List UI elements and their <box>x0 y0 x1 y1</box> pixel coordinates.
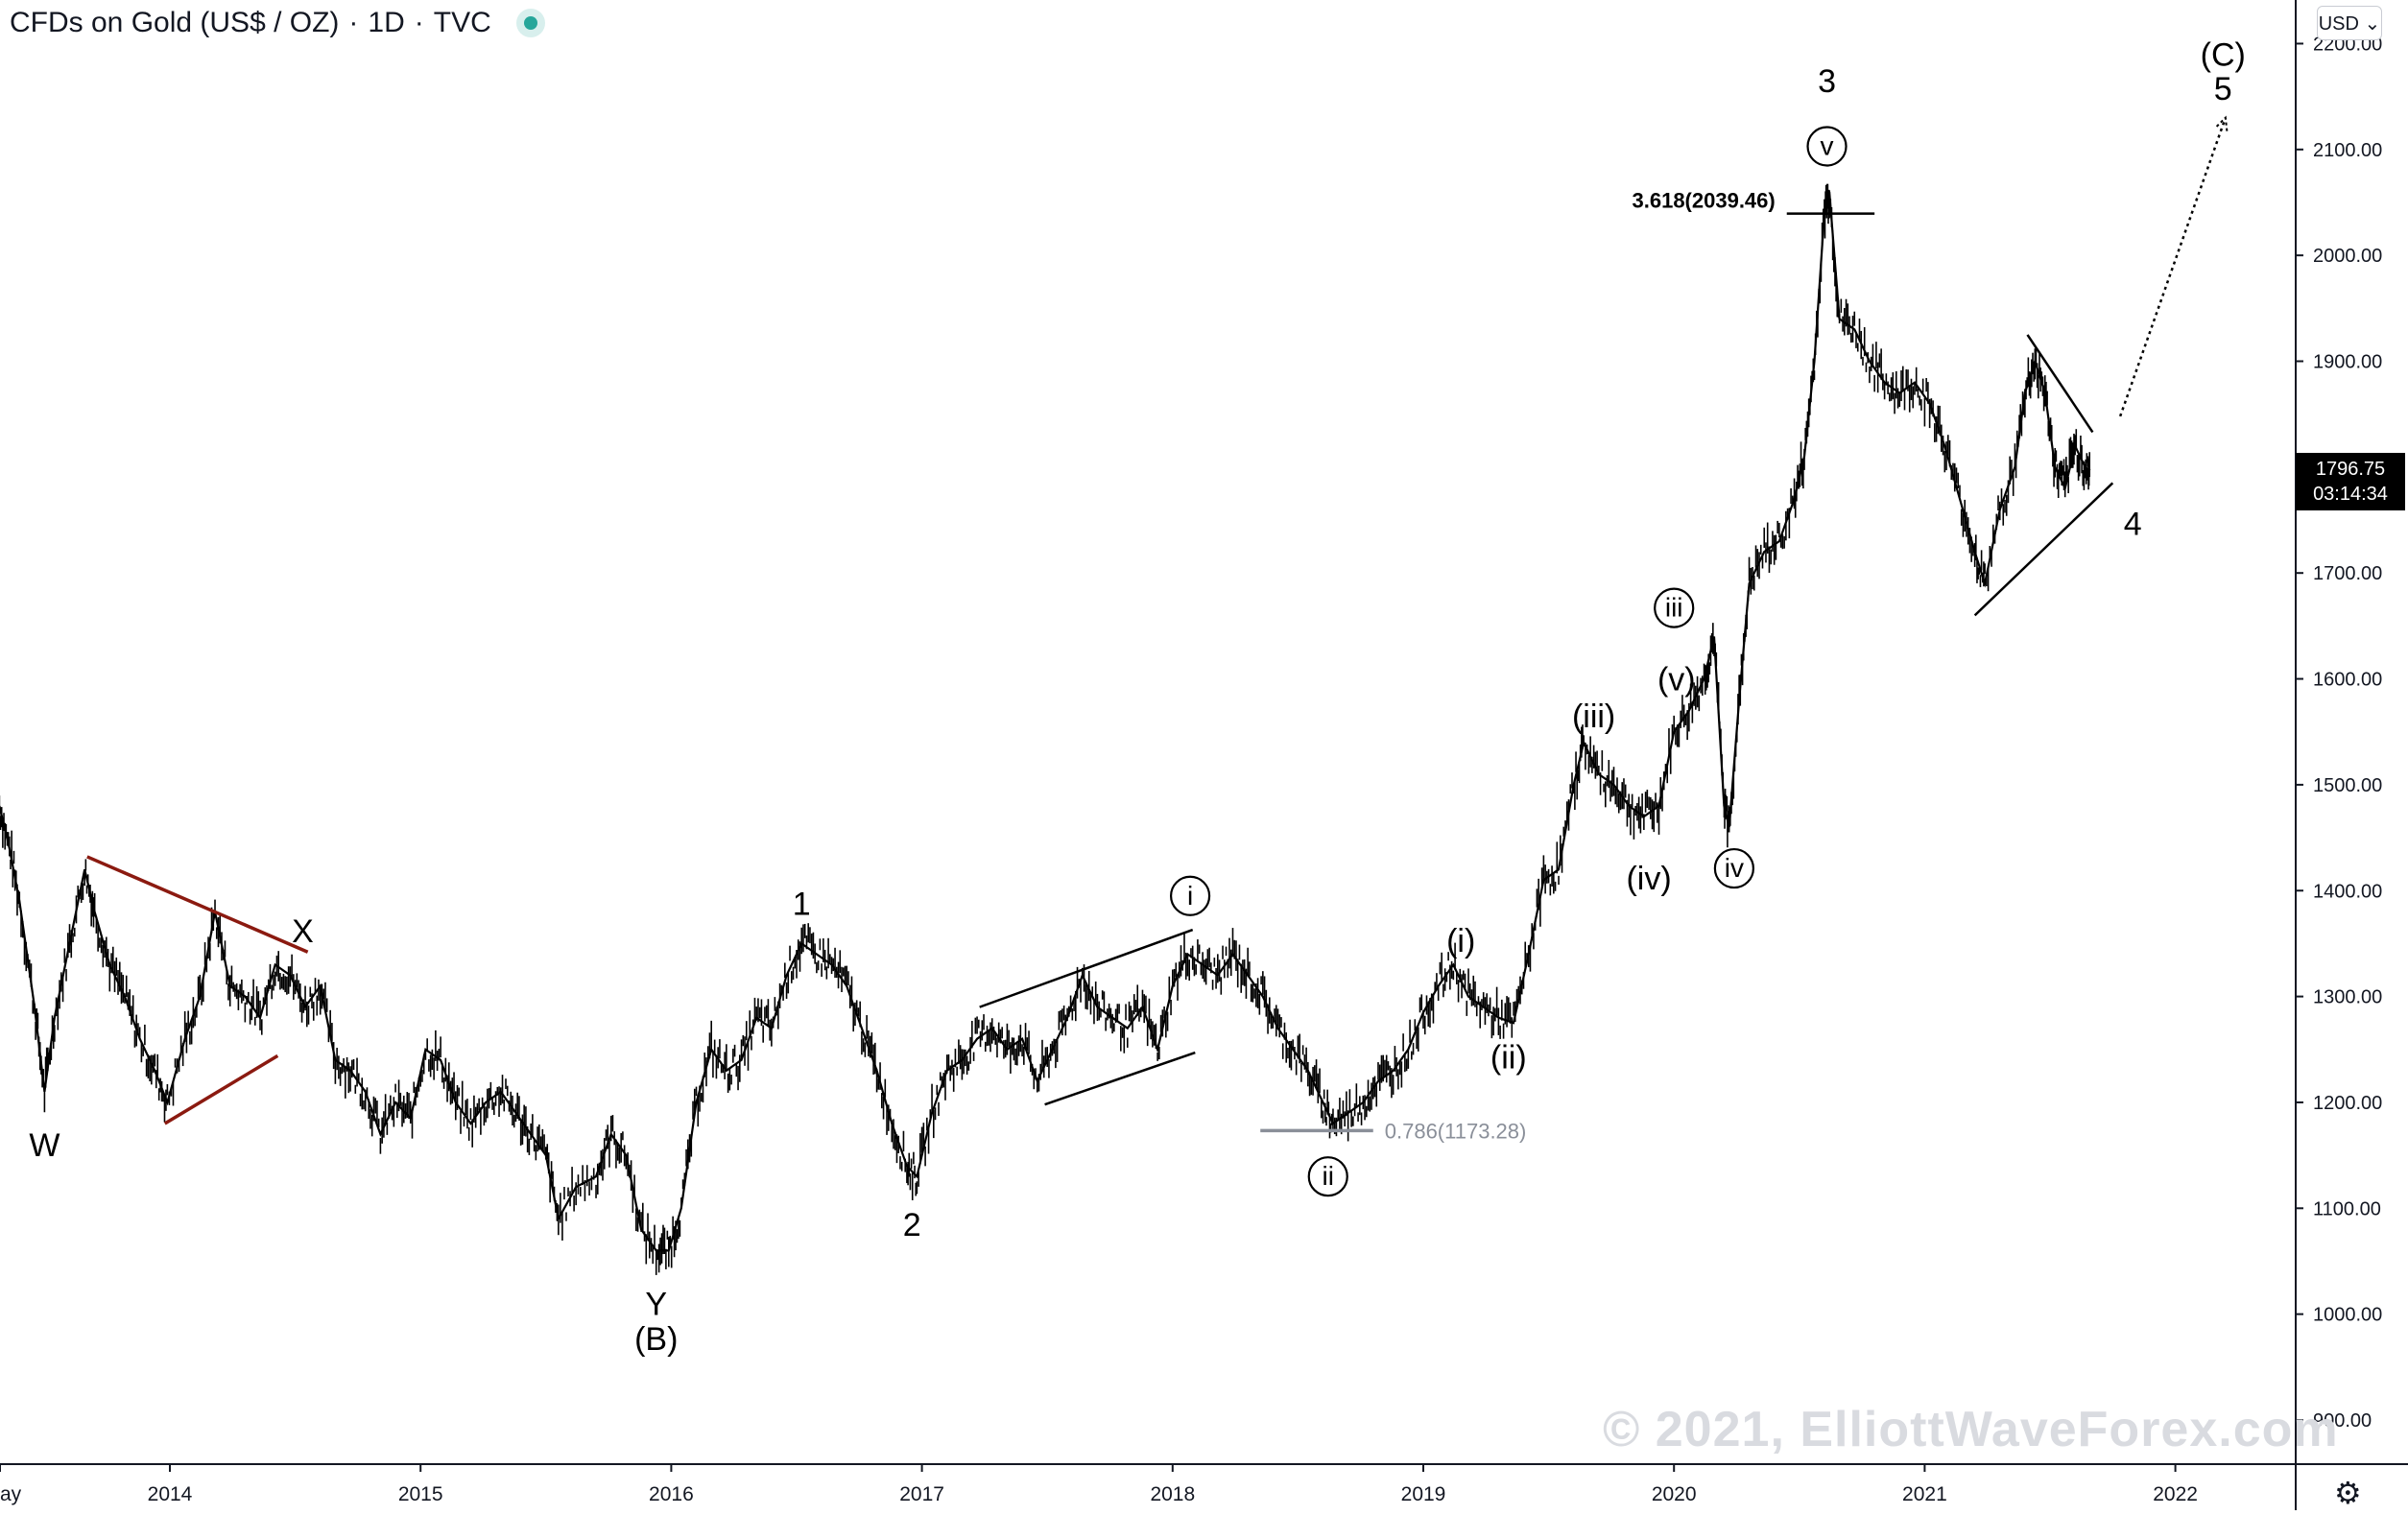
price-axis-label: 1300.00 <box>2313 987 2382 1008</box>
watermark: © 2021, ElliottWaveForex.com <box>1603 1402 2339 1457</box>
header-separator: · <box>414 7 424 38</box>
price-axis-label: 1200.00 <box>2313 1093 2382 1114</box>
time-axis-label: 2018 <box>1150 1483 1195 1505</box>
wave-label-circled: iii <box>1665 593 1683 623</box>
last-price-label: 1796.75 03:14:34 <box>2296 453 2405 510</box>
fib-level-label: 0.786(1173.28) <box>1385 1119 1527 1143</box>
currency-selector-button[interactable]: USD ⌄ <box>2317 6 2382 40</box>
price-axis-label: 1500.00 <box>2313 775 2382 796</box>
time-axis-label: 2019 <box>1401 1483 1446 1505</box>
wave-label-circle <box>1713 847 1754 889</box>
wave-label: 1 <box>793 886 811 922</box>
wave-label: 3 <box>1818 63 1836 100</box>
price-axis-label: 1700.00 <box>2313 563 2382 584</box>
price-line <box>0 191 2091 1252</box>
price-axis-label: 1400.00 <box>2313 881 2382 902</box>
wave-label: (i) <box>1446 923 1475 959</box>
price-axis-label: 1100.00 <box>2313 1198 2381 1219</box>
wave-label-circle <box>1307 1156 1348 1197</box>
projection-arrow-head <box>2215 115 2229 131</box>
price-axis-label: 900.00 <box>2313 1410 2372 1432</box>
wave-label: 2 <box>903 1207 921 1243</box>
time-axis-label: 2017 <box>899 1483 944 1505</box>
bar-countdown: 03:14:34 <box>2313 484 2388 505</box>
gear-icon[interactable]: ⚙ <box>2334 1476 2362 1510</box>
time-axis-label: ay <box>0 1483 22 1505</box>
wave-label-circled: ii <box>1323 1161 1334 1191</box>
wave-label: (C) <box>2201 36 2246 73</box>
price-axis-label: 2100.00 <box>2313 140 2382 161</box>
trendline[interactable] <box>2026 334 2094 434</box>
trendline[interactable] <box>163 1053 279 1125</box>
wave-label: Y <box>645 1287 667 1323</box>
wave-label-circle <box>1654 587 1695 628</box>
projection-arrow[interactable] <box>2118 117 2228 417</box>
wave-label: W <box>29 1127 60 1164</box>
live-status-dot-icon <box>523 16 537 30</box>
wave-label-circled: iv <box>1725 853 1744 883</box>
time-axis-label: 2014 <box>148 1483 193 1505</box>
time-axis-label: 2015 <box>398 1483 443 1505</box>
wave-label-circle <box>1169 875 1211 916</box>
wave-label: 4 <box>2124 506 2142 542</box>
symbol-header[interactable]: CFDs on Gold (US$ / OZ) · 1D · TVC <box>10 4 537 42</box>
wave-label: X <box>292 913 314 950</box>
header-separator: · <box>348 7 359 38</box>
interval-label[interactable]: 1D <box>368 7 405 38</box>
trendline[interactable] <box>86 855 309 954</box>
symbol-title[interactable]: CFDs on Gold (US$ / OZ) <box>10 7 340 38</box>
price-axis-label: 1000.00 <box>2313 1305 2382 1326</box>
trendline[interactable] <box>1044 1051 1196 1106</box>
wave-label: (iii) <box>1572 698 1615 735</box>
price-axis-label: 1900.00 <box>2313 352 2382 373</box>
wave-label: (iv) <box>1626 861 1671 897</box>
price-axis-label: 2000.00 <box>2313 246 2382 267</box>
fib-level-label: 3.618(2039.46) <box>1633 189 1776 213</box>
trendline[interactable] <box>1973 482 2114 617</box>
wave-label: (B) <box>634 1321 678 1358</box>
price-axis-label: 1600.00 <box>2313 670 2382 691</box>
source-label: TVC <box>433 7 491 38</box>
wave-label-circle <box>1806 126 1848 167</box>
wave-label: (ii) <box>1490 1039 1527 1076</box>
trendline[interactable] <box>979 928 1194 1008</box>
time-axis-label: 2021 <box>1902 1483 1947 1505</box>
time-axis-label: 2020 <box>1652 1483 1697 1505</box>
wave-label-circled: v <box>1821 130 1834 160</box>
time-axis-label: 2016 <box>649 1483 694 1505</box>
wave-label-circled: i <box>1187 881 1193 911</box>
time-axis-label: 2022 <box>2153 1483 2198 1505</box>
wave-label: (v) <box>1657 662 1696 698</box>
wave-label: 5 <box>2214 71 2232 107</box>
last-price-value: 1796.75 <box>2315 459 2386 480</box>
